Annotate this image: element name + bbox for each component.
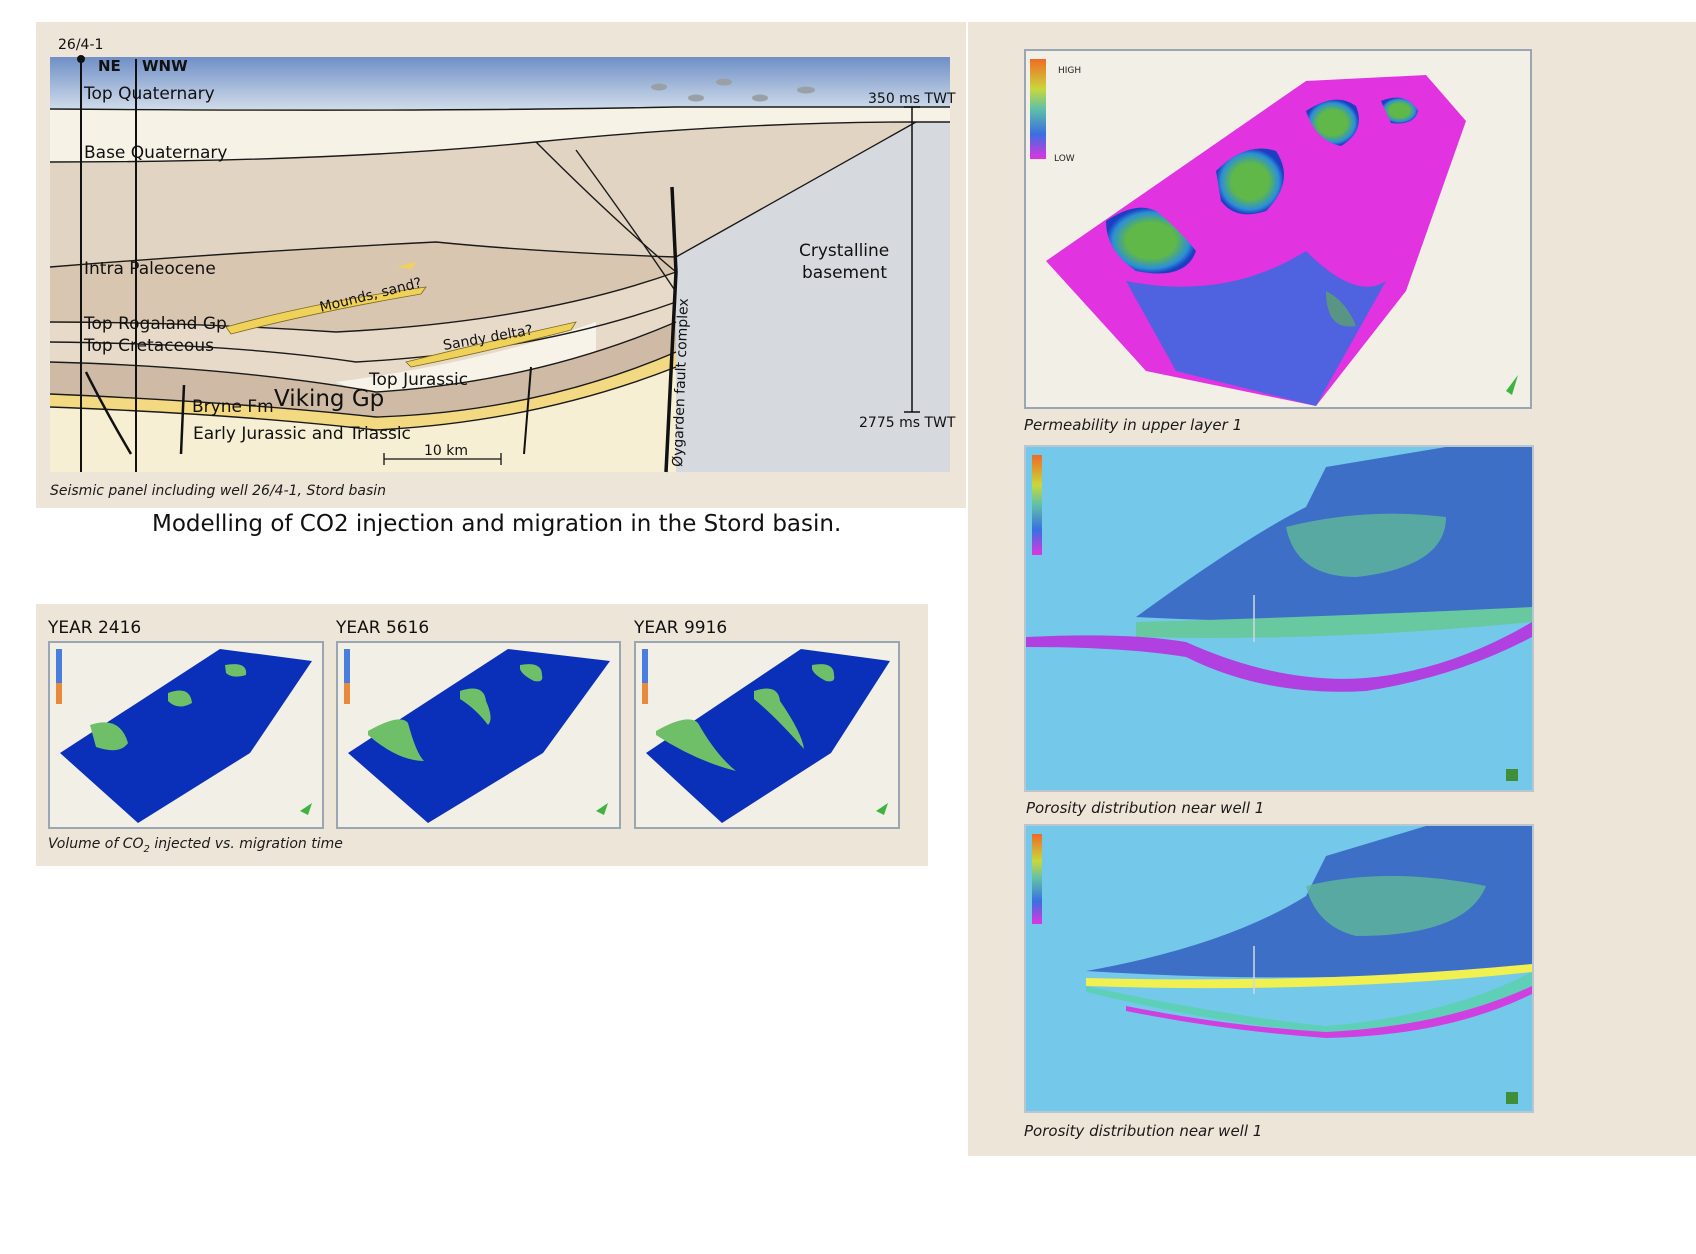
migration-caption: Volume of CO2 injected vs. migration tim… (48, 836, 343, 855)
year-label-1: YEAR 2416 (48, 618, 142, 638)
porosity-caption-2: Porosity distribution near well 1 (1024, 1122, 1263, 1140)
horizon-intra-paleocene: Intra Paleocene (84, 259, 216, 279)
dir-ne: NE (98, 57, 121, 75)
horizon-top-quaternary: Top Quaternary (83, 84, 215, 104)
twt-bottom-label: 2775 ms TWT (859, 415, 956, 431)
orientation-cube-icon (1506, 1092, 1518, 1104)
crystalline-label-1: Crystalline (799, 241, 889, 261)
model-year-5616 (336, 641, 621, 829)
porosity-model-2 (1024, 824, 1534, 1113)
well-label: 26/4-1 (58, 37, 103, 53)
model-year-2416 (48, 641, 324, 829)
horizon-top-jurassic: Top Jurassic (368, 370, 468, 390)
twt-top-label: 350 ms TWT (868, 91, 956, 107)
sea (50, 57, 950, 109)
horizon-bryne: Bryne Fm (192, 397, 274, 417)
orientation-arrow-icon (596, 803, 608, 815)
orientation-arrow-icon (876, 803, 888, 815)
orientation-arrow-icon (300, 803, 312, 815)
permeability-caption: Permeability in upper layer 1 (1024, 416, 1243, 434)
year-label-2: YEAR 5616 (336, 618, 430, 638)
permeability-legend (1030, 59, 1046, 159)
porosity-caption-1: Porosity distribution near well 1 (1026, 799, 1265, 817)
oygarden-fault (664, 186, 678, 473)
right-panel: HIGH LOW Permeability in upper layer 1 P… (968, 22, 1696, 1156)
crystalline-basement (676, 122, 950, 472)
dir-wnw: WNW (142, 57, 188, 75)
horizon-top-cretaceous: Top Cretaceous (83, 336, 214, 356)
fish-icon (651, 78, 815, 102)
migration-panel: YEAR 2416 YEAR 5616 YEAR 9916 (36, 604, 928, 866)
permeability-map: HIGH LOW (1024, 49, 1532, 409)
seismic-panel: 26/4-1 NE WNW 350 ms TWT 2775 ms TWT 10 … (36, 22, 966, 508)
orientation-arrow-icon (1506, 375, 1518, 395)
scale-bar-label: 10 km (424, 443, 468, 459)
horizon-top-rogaland: Top Rogaland Gp (83, 314, 227, 334)
horizon-viking: Viking Gp (274, 386, 384, 412)
fault-label: Øygarden fault complex (670, 298, 692, 467)
legend-low: LOW (1054, 154, 1075, 164)
horizon-base-quaternary: Base Quaternary (84, 143, 227, 163)
legend-high: HIGH (1058, 66, 1081, 76)
seismic-caption: Seismic panel including well 26/4-1, Sto… (50, 483, 387, 499)
porosity-model-1 (1024, 445, 1534, 792)
crystalline-label-2: basement (802, 263, 887, 283)
sandy-delta-body (405, 321, 577, 368)
main-title: Modelling of CO2 injection and migration… (152, 511, 842, 537)
year-label-3: YEAR 9916 (634, 618, 728, 638)
model-year-9916 (634, 641, 900, 829)
horizon-early-jurassic: Early Jurassic and Triassic (193, 424, 411, 444)
orientation-cube-icon (1506, 769, 1518, 781)
mounds-sand-body (225, 286, 427, 335)
seismic-cross-section: 26/4-1 NE WNW 350 ms TWT 2775 ms TWT 10 … (49, 37, 956, 473)
